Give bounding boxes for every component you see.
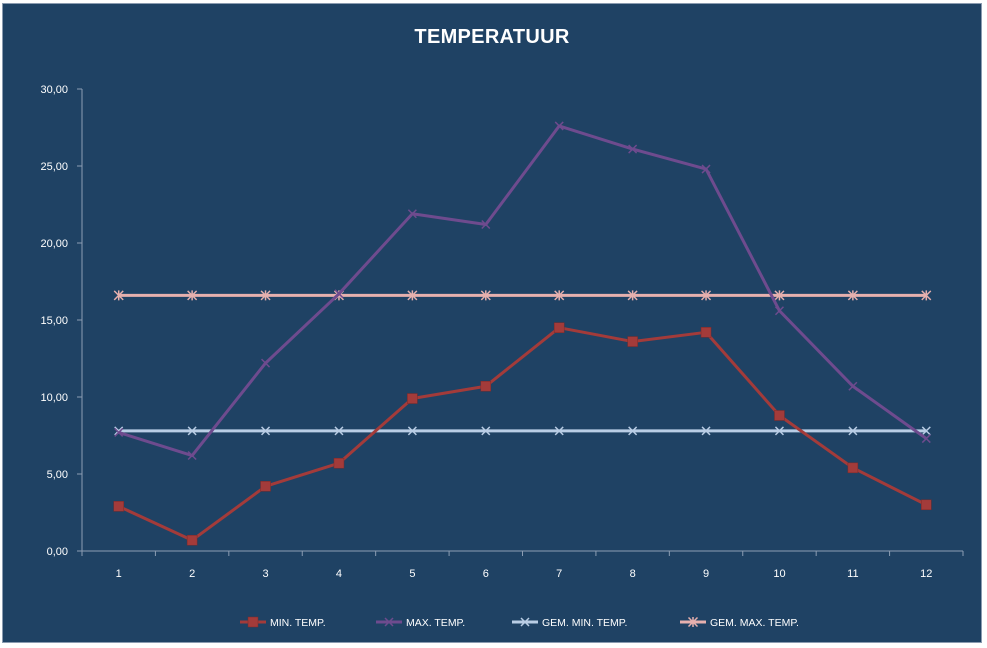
- data-point: [334, 289, 344, 299]
- x-tick-label: 2: [189, 568, 195, 580]
- y-tick-label: 0,00: [47, 546, 68, 558]
- y-tick-label: 15,00: [40, 315, 68, 327]
- data-point: [700, 327, 712, 338]
- data-point: [333, 457, 345, 469]
- data-point: [554, 290, 565, 301]
- data-point: [480, 290, 491, 301]
- x-tick-label: 11: [847, 568, 858, 580]
- chart-frame: TEMPERATUUR: [2, 3, 982, 643]
- data-point: [921, 290, 932, 301]
- series-line: [118, 124, 928, 458]
- data-point: [847, 462, 859, 474]
- legend-swatch-marker: [247, 616, 259, 628]
- data-point: [774, 410, 785, 421]
- data-point: [627, 336, 638, 347]
- legend-item-3: GEM. MIN. TEMP.: [512, 617, 627, 629]
- data-point: [407, 290, 418, 301]
- data-point: [187, 426, 197, 436]
- data-point: [260, 481, 271, 492]
- x-tick-label: 9: [703, 568, 709, 580]
- data-point: [701, 426, 711, 436]
- data-point: [481, 426, 491, 436]
- legend-swatch-marker: [687, 616, 699, 628]
- data-point: [407, 209, 417, 219]
- data-point: [480, 380, 492, 392]
- y-tick-label: 25,00: [40, 161, 68, 173]
- data-point: [554, 426, 564, 436]
- legend-item-4: GEM. MAX. TEMP.: [680, 616, 799, 629]
- y-tick-label: 10,00: [40, 392, 68, 404]
- data-point: [554, 121, 564, 131]
- data-point: [848, 381, 858, 391]
- data-point: [774, 426, 784, 436]
- y-tick-label: 5,00: [47, 469, 68, 481]
- legend-label: GEM. MAX. TEMP.: [710, 617, 799, 629]
- x-tick-label: 4: [336, 568, 342, 580]
- chart-title: TEMPERATUUR: [414, 26, 570, 48]
- x-tick-label: 10: [773, 568, 785, 580]
- series-1: [113, 322, 932, 546]
- data-point: [921, 426, 931, 436]
- data-point: [261, 358, 271, 368]
- x-tick-label: 8: [630, 568, 636, 580]
- x-tick-label: 1: [116, 568, 122, 580]
- data-point: [261, 426, 271, 436]
- data-point: [186, 534, 198, 546]
- x-tick-label: 12: [920, 568, 932, 580]
- data-point: [921, 499, 932, 511]
- data-point: [260, 290, 271, 301]
- x-tick-label: 7: [556, 568, 562, 580]
- data-point: [407, 393, 418, 404]
- legend-swatch-marker: [520, 617, 530, 627]
- data-point: [113, 290, 124, 301]
- data-point: [187, 290, 198, 301]
- data-point: [113, 501, 124, 512]
- data-point: [114, 427, 124, 437]
- y-tick-label: 30,00: [40, 84, 68, 96]
- data-point: [187, 450, 197, 461]
- legend-item-2: MAX. TEMP.: [376, 617, 465, 629]
- data-point: [921, 434, 931, 444]
- series-2: [114, 121, 931, 461]
- series-3: [114, 426, 931, 436]
- data-point: [334, 426, 344, 436]
- legend-label: MAX. TEMP.: [406, 617, 465, 629]
- x-tick-label: 6: [483, 568, 489, 580]
- data-point: [628, 144, 638, 154]
- x-tick-label: 5: [409, 568, 415, 580]
- data-point: [553, 322, 565, 333]
- legend-label: GEM. MIN. TEMP.: [542, 617, 627, 629]
- x-tick-label: 3: [262, 568, 268, 580]
- series-4: [113, 290, 932, 301]
- data-point: [481, 219, 491, 230]
- data-point: [701, 290, 712, 301]
- data-point: [848, 426, 858, 436]
- legend-item-1: MIN. TEMP.: [240, 616, 326, 629]
- y-tick-label: 20,00: [40, 238, 68, 250]
- data-point: [628, 426, 638, 436]
- data-point: [847, 290, 858, 301]
- legend-label: MIN. TEMP.: [270, 617, 326, 629]
- data-point: [701, 164, 711, 174]
- series-line: [118, 326, 927, 542]
- data-point: [627, 290, 638, 301]
- data-point: [407, 426, 417, 436]
- data-point: [774, 290, 785, 301]
- data-point: [774, 306, 784, 316]
- legend-swatch-marker: [384, 617, 394, 627]
